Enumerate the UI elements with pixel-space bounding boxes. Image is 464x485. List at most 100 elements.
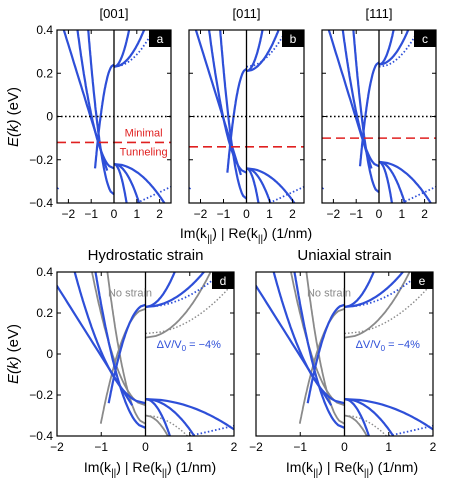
unstrained-band-2 xyxy=(106,272,146,425)
x-tick-label: 2 xyxy=(156,207,163,221)
plot-area-e xyxy=(256,272,433,436)
panel-letter: c xyxy=(422,32,428,46)
band-b-6 xyxy=(246,167,272,203)
y-tick-label: 0.2 xyxy=(36,306,53,320)
ylabel-energy: E(k) xyxy=(5,120,22,148)
xlabel-separator: | xyxy=(217,225,228,241)
band-d-0 xyxy=(94,272,146,429)
annotation-minimal: Minimal xyxy=(125,127,163,139)
y-tick-label: 0.2 xyxy=(36,66,53,80)
xlabel-sub-im: || xyxy=(313,468,318,479)
label-strain-ratio: ΔV/V0 = −4% xyxy=(157,339,222,353)
xlabel-im: Im(k xyxy=(180,225,208,241)
band-b-5 xyxy=(246,30,264,73)
xlabel-im: Im(k xyxy=(286,459,314,475)
band-d-5 xyxy=(145,272,176,308)
x-tick-label: −2 xyxy=(249,440,263,454)
band-a-6 xyxy=(113,163,141,203)
panel-title: [111] xyxy=(366,6,393,21)
y-axis-label-bottom: E(k) (eV) xyxy=(5,324,22,384)
band-c-2 xyxy=(358,61,380,167)
xlabel-close-im: ) xyxy=(318,459,323,475)
xlabel-sub-re: || xyxy=(364,468,369,479)
xlabel-re: Re(k xyxy=(334,459,365,475)
x-tick-label: −1 xyxy=(293,440,307,454)
band-a-2 xyxy=(93,63,115,169)
xlabel-re: Re(k xyxy=(132,459,163,475)
label-strain-v0: 0 xyxy=(182,344,187,353)
panel-letter: e xyxy=(419,274,426,288)
band-b-2 xyxy=(226,68,248,173)
x-tick-label: 2 xyxy=(421,207,428,221)
band-c-0 xyxy=(352,30,380,194)
xlabel-close-im: ) xyxy=(116,459,121,475)
x-tick-label: 0 xyxy=(341,440,348,454)
band-e-6 xyxy=(344,398,395,436)
label-strain-ratio: ΔV/V0 = −4% xyxy=(356,339,421,353)
unstrained-band-3 xyxy=(145,272,212,339)
x-tick-label: −1 xyxy=(84,207,98,221)
band-a-1 xyxy=(76,30,115,170)
band-e-8 xyxy=(344,398,370,436)
band-b-7 xyxy=(246,167,296,203)
band-a-8 xyxy=(113,163,128,203)
panel-letter-badge xyxy=(149,30,171,47)
y-tick-label: −0.2 xyxy=(29,388,53,402)
xlabel-separator: | xyxy=(323,459,334,475)
band-dotted-re-b xyxy=(269,185,304,203)
xlabel-im: Im(k xyxy=(84,459,112,475)
band-b-3 xyxy=(194,30,242,176)
x-tick-label: 0 xyxy=(376,207,383,221)
panel-letter: a xyxy=(157,32,164,46)
band-dotted-re-c xyxy=(401,185,436,203)
y-tick-label: −0.4 xyxy=(29,196,53,210)
x-axis-label-bottom-left: Im(k||) | Re(k||) (1/nm) xyxy=(84,459,216,479)
x-tick-label: −2 xyxy=(194,207,208,221)
x-tick-label: 1 xyxy=(133,207,140,221)
x-axis-label-bottom-right: Im(k||) | Re(k||) (1/nm) xyxy=(286,459,418,479)
label-strain-value: = −4% xyxy=(385,339,420,351)
ylabel-unit: (eV) xyxy=(5,324,22,357)
xlabel-close-re: ) xyxy=(369,459,374,475)
band-b-1 xyxy=(208,30,247,174)
label-strain-dv: ΔV/V xyxy=(356,339,382,351)
panel-letter: d xyxy=(220,274,227,288)
xlabel-close-re: ) xyxy=(263,225,268,241)
panel-letter-badge xyxy=(282,30,304,47)
band-b-4 xyxy=(246,30,280,73)
band-c-6 xyxy=(378,160,406,203)
label-no-strain: No strain xyxy=(307,288,351,300)
xlabel-sub-re: || xyxy=(258,234,263,245)
band-b-0 xyxy=(219,30,248,200)
xlabel-close-re: ) xyxy=(167,459,172,475)
x-tick-label: 1 xyxy=(398,207,405,221)
panel-letter-badge xyxy=(212,272,234,289)
xlabel-sub-re: || xyxy=(162,468,167,479)
label-strain-v0: 0 xyxy=(381,344,386,353)
x-tick-label: 2 xyxy=(430,440,437,454)
x-tick-label: −2 xyxy=(50,440,64,454)
plot-area-a xyxy=(57,30,171,203)
unstrained-band-4 xyxy=(344,414,368,436)
band-dotted-re-d xyxy=(189,424,234,436)
xlabel-unit: (1/nm) xyxy=(374,459,418,475)
x-tick-label: 2 xyxy=(289,207,296,221)
panel-letter: b xyxy=(290,32,297,46)
unstrained-band-3 xyxy=(344,272,411,339)
y-tick-label: −0.2 xyxy=(29,153,53,167)
xlabel-close-im: ) xyxy=(212,225,217,241)
band-d-6 xyxy=(145,398,196,436)
panel-a: −2 −1 0 1 2 −0.4 −0.2 0 0.2 0.4 a [001] Minimal Tunne… xyxy=(29,6,172,221)
unstrained-band-4 xyxy=(145,414,169,436)
band-e-5 xyxy=(344,272,375,308)
annotation-tunneling: Tunneling xyxy=(120,146,168,158)
band-a-5 xyxy=(113,30,131,68)
label-strain-dv: ΔV/V xyxy=(157,339,183,351)
y-axis-label-top: E(k) (eV) xyxy=(5,87,22,147)
band-d-8 xyxy=(145,398,171,436)
xlabel-sub-im: || xyxy=(207,234,212,245)
ylabel-unit: (eV) xyxy=(5,87,22,120)
xlabel-unit: (1/nm) xyxy=(172,459,216,475)
band-a-4 xyxy=(113,30,146,68)
